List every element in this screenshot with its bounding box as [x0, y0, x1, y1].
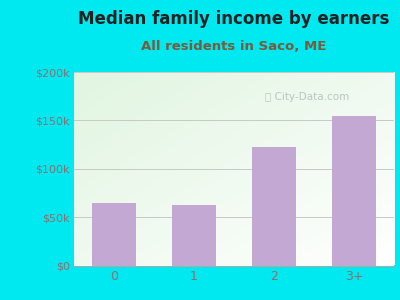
- Bar: [172, 205, 216, 266]
- Bar: [332, 116, 376, 266]
- Text: All residents in Saco, ME: All residents in Saco, ME: [141, 40, 327, 53]
- Bar: [252, 148, 296, 266]
- Bar: [92, 202, 136, 266]
- Text: ⓘ City-Data.com: ⓘ City-Data.com: [266, 92, 350, 102]
- Text: Median family income by earners: Median family income by earners: [78, 11, 390, 28]
